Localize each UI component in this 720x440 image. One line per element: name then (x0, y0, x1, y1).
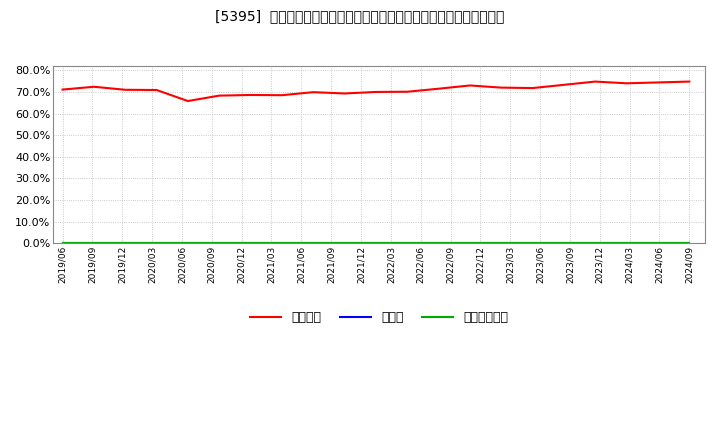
自己資本 (466, 83, 474, 88)
Legend: 自己資本, のれん, 繰延税金資産: 自己資本, のれん, 繰延税金資産 (245, 306, 513, 329)
自己資本 (528, 85, 537, 91)
自己資本 (89, 84, 98, 89)
のれん (372, 241, 380, 246)
繰延税金資産 (341, 241, 349, 246)
繰延税金資産 (89, 241, 98, 246)
自己資本 (372, 89, 380, 95)
のれん (466, 241, 474, 246)
のれん (341, 241, 349, 246)
繰延税金資産 (372, 241, 380, 246)
繰延税金資産 (528, 241, 537, 246)
のれん (215, 241, 224, 246)
のれん (278, 241, 287, 246)
のれん (559, 241, 568, 246)
Line: 自己資本: 自己資本 (63, 81, 689, 101)
繰延税金資産 (591, 241, 600, 246)
のれん (685, 241, 693, 246)
繰延税金資産 (403, 241, 412, 246)
自己資本 (591, 79, 600, 84)
のれん (528, 241, 537, 246)
自己資本 (309, 89, 318, 95)
自己資本 (215, 93, 224, 98)
のれん (403, 241, 412, 246)
のれん (184, 241, 192, 246)
繰延税金資産 (152, 241, 161, 246)
のれん (309, 241, 318, 246)
繰延税金資産 (309, 241, 318, 246)
自己資本 (559, 82, 568, 88)
Text: [5395]  自己資本、のれん、繰延税金資産の総資産に対する比率の推移: [5395] 自己資本、のれん、繰延税金資産の総資産に対する比率の推移 (215, 9, 505, 23)
自己資本 (58, 87, 67, 92)
自己資本 (403, 89, 412, 94)
繰延税金資産 (215, 241, 224, 246)
自己資本 (685, 79, 693, 84)
繰延税金資産 (654, 241, 662, 246)
繰延税金資産 (497, 241, 505, 246)
のれん (654, 241, 662, 246)
のれん (434, 241, 443, 246)
繰延税金資産 (58, 241, 67, 246)
繰延税金資産 (434, 241, 443, 246)
自己資本 (341, 91, 349, 96)
のれん (152, 241, 161, 246)
繰延税金資産 (466, 241, 474, 246)
自己資本 (654, 80, 662, 85)
自己資本 (246, 92, 255, 98)
繰延税金資産 (246, 241, 255, 246)
自己資本 (497, 85, 505, 90)
繰延税金資産 (278, 241, 287, 246)
自己資本 (434, 86, 443, 92)
自己資本 (184, 99, 192, 104)
繰延税金資産 (685, 241, 693, 246)
のれん (622, 241, 631, 246)
自己資本 (121, 87, 130, 92)
自己資本 (278, 92, 287, 98)
のれん (121, 241, 130, 246)
のれん (246, 241, 255, 246)
のれん (58, 241, 67, 246)
のれん (497, 241, 505, 246)
のれん (591, 241, 600, 246)
自己資本 (622, 81, 631, 86)
自己資本 (152, 88, 161, 93)
繰延税金資産 (622, 241, 631, 246)
繰延税金資産 (121, 241, 130, 246)
繰延税金資産 (184, 241, 192, 246)
のれん (89, 241, 98, 246)
繰延税金資産 (559, 241, 568, 246)
